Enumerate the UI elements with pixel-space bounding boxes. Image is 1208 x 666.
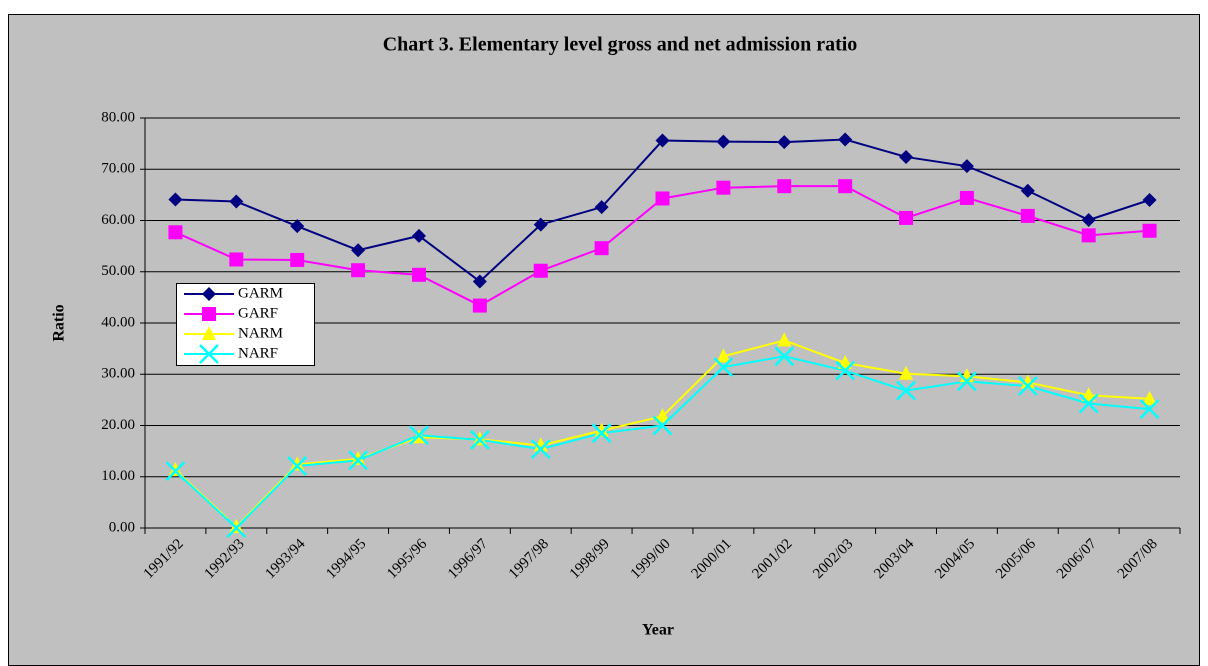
y-tick-label: 70.00 [101, 161, 135, 177]
data-point [652, 415, 673, 436]
data-point [351, 263, 366, 278]
data-point [835, 360, 856, 381]
y-tick-label: 80.00 [101, 109, 135, 125]
data-point [165, 461, 186, 481]
data-point [1020, 374, 1035, 389]
data-point [290, 456, 305, 471]
y-axis-label: Ratio [51, 304, 68, 341]
chart-title: Chart 3. Elementary level gross and net … [383, 34, 858, 56]
legend-marker [202, 287, 216, 301]
data-point [290, 252, 305, 267]
data-point [899, 149, 914, 164]
data-point [1020, 183, 1035, 198]
legend-label: NARF [238, 345, 278, 361]
legend-label: NARM [238, 325, 283, 341]
legend-box [176, 283, 315, 366]
data-point [713, 357, 734, 377]
data-point [594, 241, 609, 256]
data-point [1142, 223, 1157, 238]
y-tick-label: 20.00 [101, 417, 135, 433]
data-point [533, 217, 548, 232]
legend-marker [202, 307, 216, 321]
y-tick-label: 50.00 [101, 263, 135, 279]
data-point [594, 422, 609, 437]
data-point [777, 135, 792, 150]
data-point [655, 191, 670, 206]
data-point [1081, 228, 1096, 243]
legend-label: GARM [238, 285, 283, 301]
data-point [1078, 393, 1099, 414]
data-point [409, 425, 429, 446]
data-point [1017, 376, 1038, 396]
data-point [838, 132, 853, 147]
data-point [229, 518, 244, 533]
y-tick-label: 0.00 [109, 519, 135, 535]
data-point [229, 194, 244, 209]
data-point [351, 450, 366, 465]
data-point [533, 263, 548, 278]
data-point [229, 252, 244, 267]
legend-marker [199, 344, 219, 364]
y-tick-label: 40.00 [101, 314, 135, 330]
data-point [774, 346, 795, 367]
legend-label: GARF [238, 305, 278, 321]
data-point [411, 228, 426, 243]
data-point [1020, 208, 1035, 223]
data-point [1142, 390, 1157, 405]
x-axis-label: Year [642, 622, 674, 639]
data-point [168, 225, 183, 240]
data-point [1081, 212, 1096, 227]
data-point [472, 298, 487, 313]
data-point [1081, 387, 1096, 402]
data-point [348, 450, 368, 471]
data-point [716, 348, 731, 363]
data-point [226, 518, 247, 538]
data-point [472, 274, 487, 289]
data-point [899, 365, 914, 380]
data-point [896, 380, 916, 401]
data-point [469, 429, 490, 450]
data-point [533, 437, 548, 452]
data-point [594, 200, 609, 215]
data-point [290, 219, 305, 234]
data-point [777, 179, 792, 194]
data-point [959, 190, 974, 205]
data-point [530, 439, 551, 459]
data-point [838, 179, 853, 194]
data-point [591, 423, 612, 444]
data-point [351, 243, 366, 258]
data-point [168, 192, 183, 207]
data-point [716, 180, 731, 195]
data-point [957, 371, 977, 392]
data-point [777, 332, 792, 347]
data-point [959, 159, 974, 174]
data-point [899, 210, 914, 225]
data-point [411, 267, 426, 282]
legend-marker [202, 326, 216, 340]
data-point [655, 133, 670, 148]
y-tick-label: 30.00 [101, 366, 135, 382]
data-point [716, 134, 731, 149]
data-point [168, 462, 183, 477]
y-tick-label: 60.00 [101, 212, 135, 228]
y-tick-label: 10.00 [101, 468, 135, 484]
data-point [1142, 193, 1157, 207]
data-point [1139, 399, 1160, 419]
data-point [287, 456, 308, 476]
data-point [655, 408, 670, 423]
